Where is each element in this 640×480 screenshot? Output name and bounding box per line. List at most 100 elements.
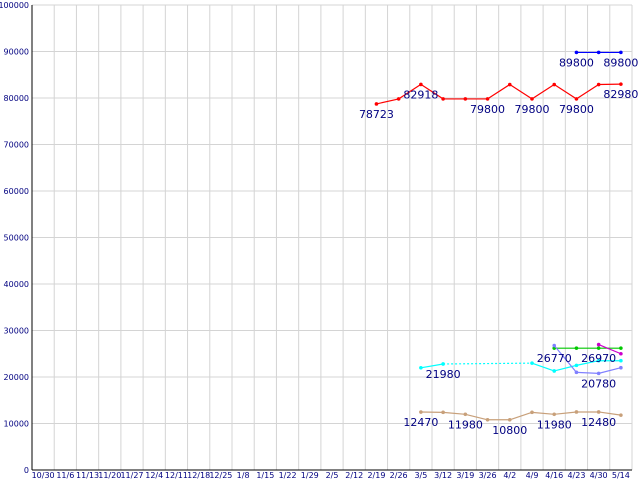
x-tick-label: 12/25 bbox=[209, 471, 232, 480]
series-line-segment bbox=[509, 84, 533, 100]
series-point bbox=[552, 82, 557, 87]
series-line-segment bbox=[420, 363, 444, 369]
series-point bbox=[552, 369, 557, 373]
data-label: 79800 bbox=[470, 103, 505, 116]
x-tick-label: 3/26 bbox=[479, 471, 497, 480]
series-point bbox=[619, 358, 623, 363]
series-point bbox=[463, 412, 468, 417]
series-point bbox=[596, 371, 601, 376]
series-point bbox=[530, 361, 534, 365]
series-point bbox=[574, 97, 579, 101]
x-tick-label: 10/30 bbox=[32, 471, 55, 480]
series-point bbox=[530, 97, 534, 101]
y-tick-label: 0 bbox=[24, 466, 29, 475]
y-tick-label: 60000 bbox=[4, 187, 29, 196]
y-tick-label: 70000 bbox=[4, 141, 29, 150]
series-point bbox=[596, 50, 601, 55]
chart-series bbox=[374, 50, 623, 422]
data-label: 21980 bbox=[426, 368, 461, 381]
series-point bbox=[596, 358, 601, 363]
x-tick-label: 4/2 bbox=[503, 471, 516, 480]
series-line-segment bbox=[376, 98, 399, 105]
series-point bbox=[619, 365, 623, 370]
y-tick-label: 40000 bbox=[4, 280, 29, 289]
data-labels: 89800 89800 78723 82918 79800 79800 79800 82980… bbox=[359, 56, 638, 436]
series-line-segment bbox=[598, 411, 621, 416]
x-tick-label: 2/12 bbox=[345, 471, 363, 480]
data-label: 89800 bbox=[603, 56, 638, 69]
series-line-segment bbox=[576, 360, 599, 366]
x-tick-label: 5/14 bbox=[612, 471, 630, 480]
chart-grid bbox=[31, 4, 633, 471]
series-point bbox=[552, 412, 557, 417]
series-line-segment bbox=[398, 83, 422, 100]
series-point bbox=[441, 410, 445, 415]
series-point bbox=[441, 362, 445, 366]
series-point bbox=[441, 97, 445, 101]
series-line-segment bbox=[531, 84, 555, 100]
x-tick-label: 3/19 bbox=[456, 471, 474, 480]
series-point bbox=[463, 97, 468, 101]
series-line-segment bbox=[576, 84, 599, 100]
data-label: 79800 bbox=[515, 103, 550, 116]
series-point bbox=[619, 50, 623, 55]
series-point bbox=[574, 370, 579, 375]
data-label: 26970 bbox=[581, 352, 616, 365]
series-line-segment bbox=[553, 84, 577, 100]
x-tick-label: 2/19 bbox=[367, 471, 385, 480]
series-point bbox=[396, 97, 401, 101]
series-point bbox=[619, 413, 623, 417]
series-line-segment bbox=[554, 364, 577, 372]
data-label: 12470 bbox=[403, 416, 438, 429]
x-tick-label: 2/5 bbox=[326, 471, 339, 480]
series-point bbox=[574, 410, 579, 414]
data-label: 12480 bbox=[581, 416, 616, 429]
series-point bbox=[507, 417, 512, 422]
series-point bbox=[485, 417, 490, 422]
x-tick-label: 12/4 bbox=[145, 471, 163, 480]
series-point bbox=[596, 342, 601, 347]
x-tick-label: 11/6 bbox=[56, 471, 74, 480]
series-line-segment bbox=[465, 413, 488, 421]
series-point bbox=[619, 346, 623, 350]
x-tick-label: 4/9 bbox=[526, 471, 539, 480]
series-point bbox=[552, 343, 557, 348]
series-point bbox=[419, 82, 423, 87]
series-line-segment bbox=[531, 362, 555, 372]
series-line-segment bbox=[598, 344, 622, 355]
series-line-segment bbox=[576, 371, 599, 374]
series-point bbox=[619, 351, 623, 356]
series-line-segment bbox=[420, 83, 444, 100]
x-tick-label: 1/22 bbox=[279, 471, 297, 480]
y-tick-label: 80000 bbox=[4, 94, 29, 103]
data-label: 26770 bbox=[537, 352, 572, 365]
series-point bbox=[596, 82, 601, 87]
x-tick-label: 4/23 bbox=[567, 471, 585, 480]
series-point bbox=[419, 410, 423, 414]
x-tick-label: 3/5 bbox=[414, 471, 427, 480]
series-point bbox=[574, 346, 579, 350]
series-point bbox=[574, 50, 579, 55]
series-point bbox=[619, 82, 623, 86]
series-point bbox=[596, 410, 601, 414]
data-label: 11980 bbox=[448, 418, 483, 431]
series-line-segment bbox=[598, 367, 622, 374]
y-tick-label: 100000 bbox=[0, 1, 29, 10]
series-line-segment bbox=[509, 411, 533, 421]
x-tick-label: 12/18 bbox=[187, 471, 210, 480]
y-tick-label: 30000 bbox=[4, 327, 29, 336]
series-point bbox=[574, 363, 579, 368]
x-tick-label: 11/13 bbox=[76, 471, 99, 480]
series-line-segment bbox=[443, 411, 466, 415]
data-label: 82980 bbox=[603, 88, 638, 101]
x-axis: 10/30 11/6 11/13 11/20 11/27 12/4 12/11 12/18 12… bbox=[32, 469, 632, 480]
data-label: 78723 bbox=[359, 108, 394, 121]
series-point bbox=[596, 346, 601, 350]
x-tick-label: 1/15 bbox=[256, 471, 274, 480]
x-tick-label: 11/27 bbox=[120, 471, 143, 480]
series-line-segment bbox=[553, 345, 577, 373]
y-tick-label: 10000 bbox=[4, 420, 29, 429]
series-point bbox=[419, 365, 423, 370]
y-axis: 0 10000 20000 30000 40000 50000 60000 70000 8000… bbox=[0, 1, 33, 475]
